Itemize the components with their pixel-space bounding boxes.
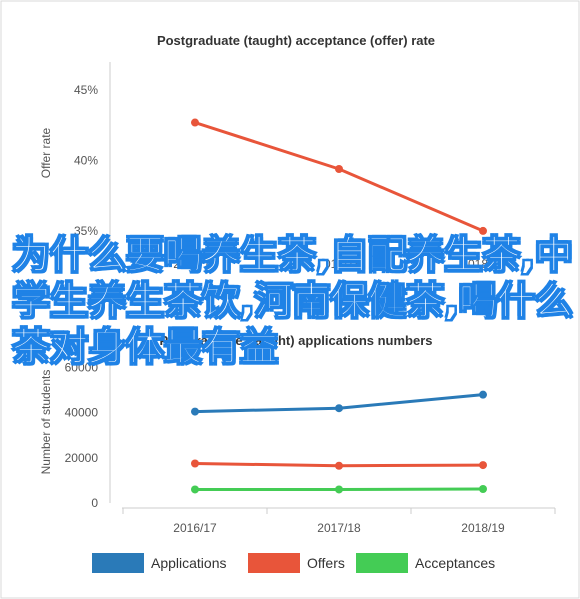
chart2-data-point	[191, 485, 199, 494]
chart1-y-axis-label: Offer rate	[39, 127, 53, 178]
chart1-x-ticks: 2016/17 2017/18 2018/19	[173, 257, 505, 271]
chart1-x-tick-label: 2016/17	[173, 257, 217, 271]
chart2-data-point	[191, 459, 199, 468]
chart1-x-tick-label: 2018/19	[461, 257, 505, 271]
chart2-data-point	[335, 461, 343, 470]
chart2-data-point	[479, 390, 487, 399]
chart2-x-tick-label: 2017/18	[317, 521, 361, 535]
chart2-y-axis-label: Number of students	[39, 370, 53, 475]
chart2-x-ticks: 2016/17 2017/18 2018/19	[122, 508, 556, 535]
chart2-title: Postgraduate (taught) applications numbe…	[159, 333, 432, 348]
chart2-data-point	[335, 404, 343, 413]
legend-swatch	[248, 553, 300, 573]
chart2-series	[191, 390, 487, 494]
chart1-x-tick-label: 2017/18	[317, 257, 361, 271]
chart1-data-point	[191, 118, 199, 127]
chart2-y-tick-label: 60000	[65, 361, 99, 375]
chart2-x-tick-label: 2016/17	[173, 521, 217, 535]
legend-swatch	[356, 553, 408, 573]
chart1-title: Postgraduate (taught) acceptance (offer)…	[157, 33, 435, 48]
chart1-y-tick-label: 40%	[74, 154, 98, 168]
chart1-y-tick-label: 35%	[74, 224, 98, 238]
chart2-y-tick-label: 0	[91, 496, 98, 510]
overlay-banner-text: 为什么要喝养生茶,自配养生茶,中学生养生茶饮,河南保健茶,喝什么茶对身体最有益	[12, 233, 574, 370]
chart2-y-tick-label: 40000	[65, 406, 99, 420]
chart1-data-point	[479, 226, 487, 235]
chart1-y-tick-label: 45%	[74, 83, 98, 97]
chart2-data-point	[479, 485, 487, 494]
chart2-data-point	[335, 485, 343, 494]
chart1-y-ticks: 35% 40% 45%	[74, 83, 98, 238]
chart2-legend: Applications Offers Acceptances	[92, 553, 495, 573]
chart2-data-point	[191, 407, 199, 416]
chart1-data-point	[335, 164, 343, 173]
legend-label: Applications	[151, 555, 227, 571]
chart1-series	[191, 118, 487, 235]
legend-label: Acceptances	[415, 555, 495, 571]
chart2-y-tick-label: 20000	[65, 451, 99, 465]
legend-label: Offers	[307, 555, 345, 571]
chart2-y-ticks: 0 20000 40000 60000	[65, 361, 99, 510]
chart2-x-tick-label: 2018/19	[461, 521, 505, 535]
legend-swatch	[92, 553, 144, 573]
chart2-data-point	[479, 461, 487, 470]
